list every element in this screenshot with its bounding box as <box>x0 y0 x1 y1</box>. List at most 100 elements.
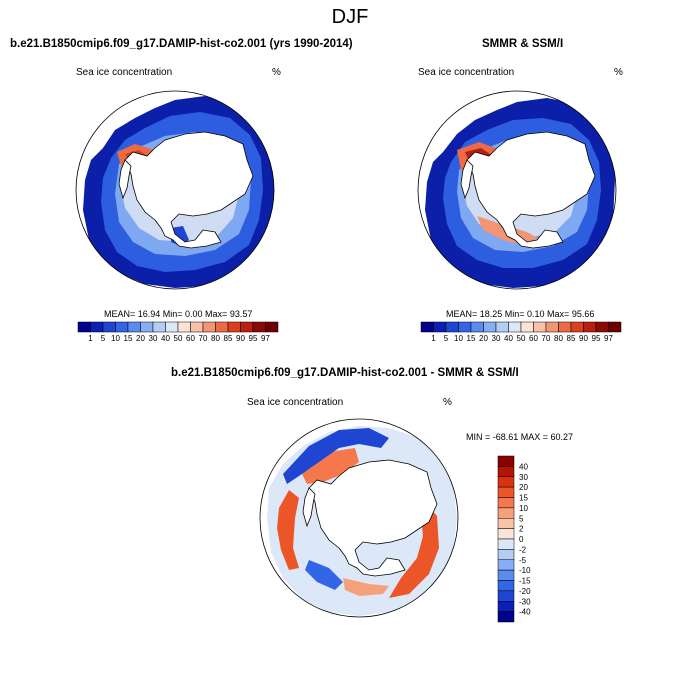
colorbar-tick-label: 60 <box>529 334 538 343</box>
colorbar-tick-label: 80 <box>211 334 220 343</box>
model-variable-label: Sea ice concentration <box>76 67 173 78</box>
colorbar-tick-label: 85 <box>224 334 233 343</box>
antarctica-land <box>466 131 596 249</box>
colorbar-tick-label: -5 <box>519 556 527 565</box>
colorbar-tick-label: 15 <box>467 334 476 343</box>
colorbar-tick-label: 50 <box>174 334 183 343</box>
colorbar-swatch <box>483 321 497 333</box>
colorbar-swatch <box>77 321 91 333</box>
colorbar-tick-label: 90 <box>236 334 245 343</box>
colorbar-swatch <box>558 321 572 333</box>
colorbar-swatch <box>102 321 116 333</box>
colorbar-tick-label: 40 <box>519 462 528 471</box>
colorbar-tick-label: -10 <box>519 566 531 575</box>
positive-bias-south <box>343 578 389 596</box>
colorbar-swatch <box>583 321 597 333</box>
colorbar-tick-label: 40 <box>161 334 170 343</box>
model-map <box>75 90 275 290</box>
colorbar-tick-label: 20 <box>136 334 145 343</box>
colorbar-tick-label: 70 <box>199 334 208 343</box>
obs-panel-title: SMMR & SSM/I <box>482 38 564 50</box>
colorbar-tick-label: 5 <box>444 334 449 343</box>
colorbar-swatch <box>497 518 515 529</box>
colorbar-swatch <box>570 321 584 333</box>
colorbar-swatch <box>497 559 515 571</box>
colorbar-tick-label: -40 <box>519 608 531 617</box>
colorbar-swatch <box>227 321 241 333</box>
colorbar-tick-label: 5 <box>519 514 524 523</box>
colorbar-swatch <box>497 538 515 550</box>
obs-variable-label: Sea ice concentration <box>418 67 515 78</box>
colorbar-swatch <box>115 321 129 333</box>
colorbar-tick-label: 5 <box>101 334 106 343</box>
antarctica-land <box>308 459 438 577</box>
colorbar-tick-label: 90 <box>579 334 588 343</box>
negative-bias-north <box>283 428 389 484</box>
diff-map <box>259 418 459 618</box>
model-stats: MEAN= 16.94 Min= 0.00 Max= 93.57 <box>104 309 253 319</box>
colorbar-swatch <box>497 569 515 581</box>
obs-map <box>417 90 617 290</box>
colorbar-tick-label: 30 <box>149 334 158 343</box>
antarctica-land <box>124 131 254 249</box>
colorbar-swatch <box>127 321 141 333</box>
colorbar-swatch <box>497 549 515 560</box>
colorbar-tick-label: -2 <box>519 545 527 554</box>
negative-bias-ross <box>305 560 343 590</box>
colorbar-swatch <box>165 321 179 333</box>
colorbar-swatch <box>520 321 534 333</box>
colorbar-swatch <box>420 321 434 333</box>
colorbar-tick-label: 95 <box>249 334 258 343</box>
antarctic-peninsula <box>460 159 474 200</box>
colorbar-swatch <box>545 321 559 333</box>
colorbar-tick-label: 95 <box>592 334 601 343</box>
colorbar-tick-label: 0 <box>519 535 524 544</box>
colorbar-tick-label: 15 <box>124 334 133 343</box>
obs-stats: MEAN= 18.25 Min= 0.10 Max= 95.66 <box>446 309 595 319</box>
positive-bias-west <box>277 490 299 570</box>
colorbar-swatch <box>470 321 484 333</box>
colorbar-swatch <box>497 580 515 592</box>
colorbar-swatch <box>497 455 515 467</box>
colorbar-swatch <box>240 321 254 333</box>
colorbar-swatch <box>90 321 104 333</box>
model-panel-title: b.e21.B1850cmip6.f09_g17.DAMIP-hist-co2.… <box>10 38 353 50</box>
diff-stats: MIN = -68.61 MAX = 60.27 <box>466 432 574 442</box>
colorbar-tick-label: 1 <box>431 334 436 343</box>
colorbar-tick-label: 15 <box>519 494 528 503</box>
model-units-label: % <box>272 67 281 78</box>
colorbar-swatch <box>190 321 204 333</box>
diff-variable-label: Sea ice concentration <box>247 397 344 408</box>
colorbar-swatch <box>497 590 515 602</box>
colorbar-tick-label: -30 <box>519 597 531 606</box>
colorbar-swatch <box>497 507 515 519</box>
colorbar-swatch <box>608 321 622 333</box>
colorbar-tick-label: 85 <box>567 334 576 343</box>
season-title: DJF <box>331 6 369 28</box>
obs-units-label: % <box>614 67 623 78</box>
colorbar-swatch <box>497 611 515 623</box>
colorbar-swatch <box>140 321 154 333</box>
colorbar-swatch <box>497 476 515 488</box>
colorbar-tick-label: 10 <box>111 334 120 343</box>
colorbar-swatch <box>152 321 166 333</box>
colorbar-tick-label: 80 <box>554 334 563 343</box>
colorbar-tick-label: 10 <box>519 504 528 513</box>
colorbar-tick-label: 20 <box>479 334 488 343</box>
colorbar-tick-label: 30 <box>519 473 528 482</box>
colorbar-swatch <box>495 321 509 333</box>
colorbar-tick-label: 30 <box>492 334 501 343</box>
colorbar-swatch <box>508 321 522 333</box>
colorbar-swatch <box>215 321 229 333</box>
colorbar-swatch <box>177 321 191 333</box>
colorbar-swatch <box>433 321 447 333</box>
colorbar-tick-label: 1 <box>88 334 93 343</box>
colorbar-swatch <box>497 528 515 540</box>
colorbar-swatch <box>533 321 547 333</box>
colorbar-swatch <box>497 497 515 509</box>
colorbar-swatch <box>595 321 609 333</box>
model-colorbar: 1 5 10 15 20 30 40 50 60 70 80 85 90 95 97 <box>77 321 279 343</box>
colorbar-swatch <box>202 321 216 333</box>
colorbar-swatch <box>497 601 515 612</box>
